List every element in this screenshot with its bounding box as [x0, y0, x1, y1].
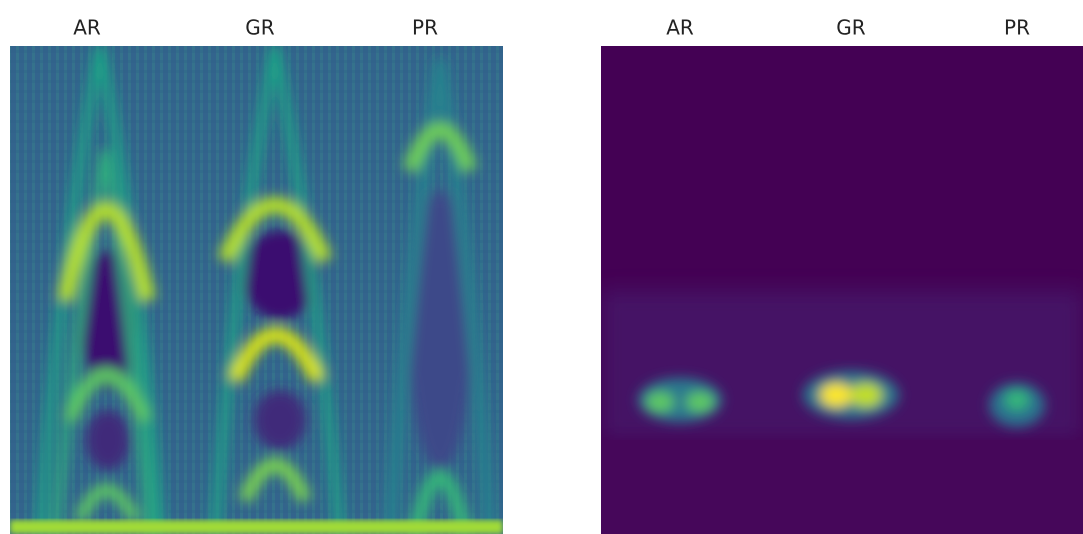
labels-left: AR GR PR — [73, 16, 438, 40]
heatmap-right — [601, 46, 1083, 534]
column-label: AR — [73, 16, 101, 40]
column-label: GR — [836, 16, 865, 40]
column-label: GR — [245, 16, 274, 40]
heatmap-left — [10, 46, 503, 534]
labels-right: AR GR PR — [666, 16, 1030, 40]
column-label: PR — [1004, 16, 1030, 40]
column-label: PR — [412, 16, 438, 40]
column-label: AR — [666, 16, 694, 40]
